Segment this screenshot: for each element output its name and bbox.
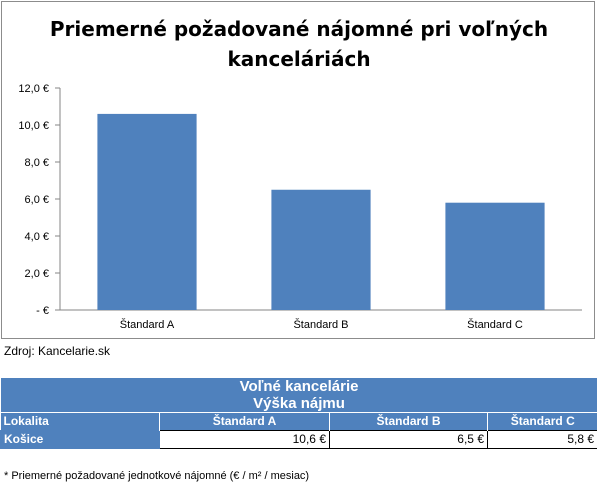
cell-standard-c: 5,8 € xyxy=(486,430,597,449)
bar xyxy=(271,189,371,310)
bar-chart: - € 2,0 € 4,0 € 6,0 € 8,0 € 10,0 € 12,0 € Štan… xyxy=(18,83,582,331)
col-header-standard-a: Štandard A xyxy=(159,412,330,431)
chart-title-line-2: kanceláriách xyxy=(227,47,371,71)
rent-table: Voľné kancelárie Výška nájmu Lokalita Št… xyxy=(0,378,597,449)
y-tick-label: 2,0 € xyxy=(25,268,49,280)
y-tick-label: 6,0 € xyxy=(25,194,49,206)
y-tick-label: 4,0 € xyxy=(25,231,49,243)
source-note: Zdroj: Kancelarie.sk xyxy=(4,344,111,358)
x-tick-label: Štandard A xyxy=(120,318,175,331)
y-tick-label: 8,0 € xyxy=(25,157,49,169)
table-subtitle: Výška nájmu xyxy=(253,395,345,412)
chart-area: Priemerné požadované nájomné pri voľných… xyxy=(1,1,595,339)
col-header-standard-b: Štandard B xyxy=(329,412,488,431)
x-tick-label: Štandard C xyxy=(467,318,523,331)
cell-standard-a: 10,6 € xyxy=(159,430,330,449)
bar xyxy=(445,202,545,310)
y-tick-label: - € xyxy=(36,305,49,317)
cell-standard-b: 6,5 € xyxy=(329,430,488,449)
x-tick-label: Štandard B xyxy=(293,318,348,331)
footnote: * Priemerné požadované jednotkové nájomn… xyxy=(4,470,310,482)
y-tick-label: 10,0 € xyxy=(18,120,49,132)
row-location: Košice xyxy=(0,430,160,449)
table-row: Košice 10,6 € 6,5 € 5,8 € xyxy=(0,430,597,449)
y-tick-label: 12,0 € xyxy=(18,83,49,95)
table-title: Voľné kancelárie xyxy=(239,378,359,395)
col-header-standard-c: Štandard C xyxy=(486,412,597,431)
bar xyxy=(97,113,197,311)
chart-title: Priemerné požadované nájomné pri voľných… xyxy=(2,14,596,74)
col-header-location: Lokalita xyxy=(0,412,160,431)
chart-title-line-1: Priemerné požadované nájomné pri voľných xyxy=(49,17,549,41)
